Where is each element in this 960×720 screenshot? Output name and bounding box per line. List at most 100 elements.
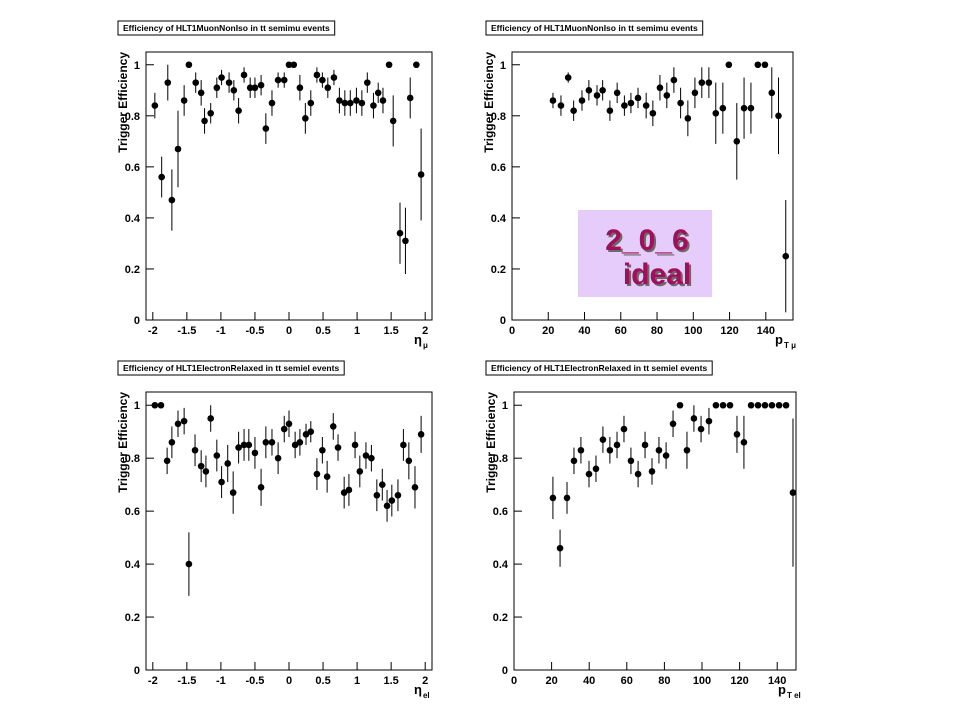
overlay-shadow: 2_0_6	[607, 226, 690, 259]
point	[358, 99, 366, 107]
point	[655, 446, 663, 454]
point	[411, 484, 419, 491]
y-tick-label: 0	[500, 315, 506, 327]
point	[151, 102, 159, 109]
x-tick-label: 2	[422, 675, 428, 687]
point	[185, 560, 193, 568]
point	[174, 145, 182, 153]
point	[754, 61, 762, 69]
point	[364, 79, 371, 86]
x-axis-label-sub: T μ	[784, 341, 796, 350]
point	[285, 420, 293, 428]
point	[218, 74, 225, 81]
y-tick-label: 0.6	[491, 162, 506, 174]
frame	[511, 51, 794, 321]
x-tick-label: 140	[757, 325, 775, 337]
point	[570, 457, 578, 465]
chart-title: Efficiency of HLT1MuonNonIso in tt semim…	[123, 23, 330, 33]
x-tick-label: 1	[354, 325, 360, 337]
y-tick-label: 0.8	[125, 453, 140, 465]
point	[274, 454, 282, 462]
x-tick-label: 80	[651, 325, 663, 337]
x-tick-label: 0	[511, 675, 517, 687]
y-tick-label: 0.8	[493, 453, 508, 465]
panel: Efficiency of HLT1MuonNonIso in tt semim…	[482, 20, 796, 350]
point	[356, 468, 364, 475]
x-tick-label: 40	[578, 325, 590, 337]
point	[627, 457, 635, 465]
point	[676, 401, 684, 409]
point	[621, 102, 628, 109]
point	[740, 439, 748, 446]
chart-title: Efficiency of HLT1ElectronRelaxed in tt …	[491, 363, 707, 373]
frame	[513, 391, 797, 671]
point	[740, 104, 748, 112]
x-tick-label: 20	[545, 675, 557, 687]
y-tick-label: 0.4	[125, 559, 141, 571]
point	[213, 84, 221, 92]
point	[662, 452, 670, 459]
point	[378, 481, 386, 488]
y-tick-label: 0.4	[125, 213, 141, 225]
point	[185, 61, 193, 69]
point	[373, 491, 381, 499]
point	[290, 61, 298, 69]
point	[585, 470, 593, 478]
point	[754, 401, 762, 409]
point	[262, 439, 270, 446]
point	[578, 97, 586, 104]
point	[240, 441, 248, 449]
overlay-text: ideal	[623, 258, 691, 291]
point	[257, 484, 265, 491]
point	[388, 497, 396, 504]
x-tick-label: 40	[583, 675, 595, 687]
x-tick-label: -1	[216, 325, 226, 337]
y-axis-label: Trigger Efficiency	[484, 392, 498, 493]
point	[280, 76, 288, 84]
y-tick-label: 0	[134, 315, 140, 327]
title-box	[117, 20, 336, 36]
point	[302, 115, 309, 122]
point	[396, 229, 404, 237]
point	[549, 494, 557, 502]
point	[168, 439, 176, 446]
point	[362, 452, 370, 459]
y-tick-label: 0.6	[125, 162, 140, 174]
x-tick-label: 140	[768, 675, 786, 687]
point	[268, 99, 276, 107]
point	[641, 441, 649, 449]
point	[394, 491, 402, 499]
y-tick-label: 1	[500, 60, 506, 72]
x-tick-label: -1	[216, 675, 226, 687]
x-tick-label: 100	[693, 675, 711, 687]
overlay-shadow: ideal	[625, 260, 693, 293]
point	[649, 109, 657, 117]
x-tick-label: -1.5	[177, 675, 196, 687]
point	[158, 173, 165, 181]
point	[775, 401, 783, 409]
point	[207, 415, 214, 422]
point	[592, 465, 600, 473]
point	[606, 446, 614, 454]
point	[768, 401, 776, 409]
point	[385, 61, 393, 69]
point	[319, 446, 326, 454]
point	[789, 489, 797, 496]
x-axis-label: η	[414, 332, 422, 347]
point	[557, 102, 565, 109]
point	[733, 138, 741, 145]
point	[235, 444, 242, 451]
y-tick-label: 0.2	[493, 612, 508, 624]
point	[691, 89, 699, 97]
x-tick-label: 1.5	[383, 325, 398, 337]
panel: Efficiency of HLT1ElectronRelaxed in tt …	[116, 360, 433, 700]
y-tick-label: 0.6	[125, 506, 140, 518]
point	[207, 109, 214, 117]
y-axis-label: Trigger Efficiency	[116, 52, 130, 153]
x-axis-label: p	[775, 332, 783, 347]
point	[648, 468, 656, 475]
y-tick-label: 0.2	[125, 612, 140, 624]
point	[197, 89, 205, 97]
x-tick-label: 1.5	[383, 675, 398, 687]
point	[677, 99, 684, 107]
